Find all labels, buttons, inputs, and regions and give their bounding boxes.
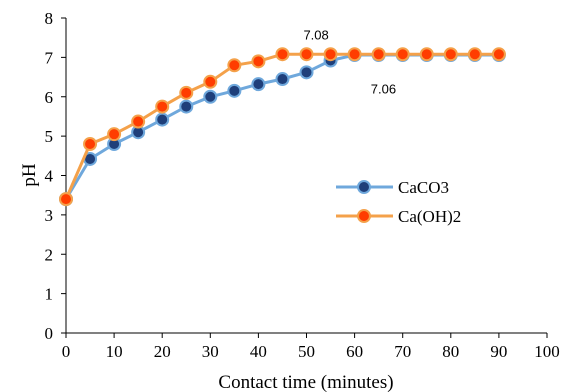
y-tick-label: 0 (45, 324, 54, 343)
data-point-ca-oh-2 (251, 54, 266, 69)
data-point-caco3 (227, 83, 242, 98)
data-point-ca-oh-2 (467, 47, 482, 62)
y-tick-label: 6 (45, 88, 54, 107)
data-point-ca-oh-2 (227, 58, 242, 73)
data-point-ca-oh-2 (299, 47, 314, 62)
y-tick-label: 3 (45, 206, 54, 225)
y-axis-title: pH (19, 163, 40, 187)
data-point-caco3 (251, 77, 266, 92)
legend-label-ca-oh-2: Ca(OH)2 (398, 207, 461, 226)
x-tick-label: 70 (394, 342, 411, 361)
data-point-caco3 (299, 65, 314, 80)
annotation-layer: 7.08 7.06 (303, 28, 396, 97)
data-point-ca-oh-2 (395, 47, 410, 62)
x-tick-label: 20 (154, 342, 171, 361)
data-point-ca-oh-2 (107, 127, 122, 142)
y-tick-label: 1 (45, 285, 54, 304)
x-tick-label: 0 (62, 342, 71, 361)
legend-marker-ca-oh-2 (357, 209, 371, 223)
x-tick-label: 10 (106, 342, 123, 361)
data-point-ca-oh-2 (419, 47, 434, 62)
y-tick-label: 5 (45, 127, 54, 146)
x-tick-label: 40 (250, 342, 267, 361)
data-annotation: 7.08 (303, 28, 328, 43)
data-point-ca-oh-2 (83, 137, 98, 151)
series-ca-oh-2 (59, 47, 506, 207)
y-tick-label: 4 (45, 167, 54, 186)
data-point-caco3 (179, 99, 194, 114)
data-point-ca-oh-2 (131, 114, 146, 129)
series-layer (59, 47, 506, 207)
legend: CaCO3 Ca(OH)2 (336, 178, 461, 226)
x-tick-label: 50 (298, 342, 315, 361)
y-tick-label: 7 (45, 48, 54, 67)
data-point-caco3 (155, 112, 170, 127)
data-point-ca-oh-2 (443, 47, 458, 62)
x-tick-label: 100 (534, 342, 560, 361)
y-tick-label: 2 (45, 245, 54, 264)
data-point-ca-oh-2 (59, 192, 73, 207)
legend-marker-caco3 (357, 180, 371, 194)
data-point-ca-oh-2 (491, 47, 506, 62)
data-annotation: 7.06 (371, 82, 396, 97)
data-point-ca-oh-2 (323, 47, 338, 62)
x-tick-label: 90 (490, 342, 507, 361)
data-point-ca-oh-2 (347, 47, 362, 62)
y-tick-label: 8 (45, 9, 54, 28)
data-point-ca-oh-2 (203, 74, 218, 89)
x-tick-label: 60 (346, 342, 363, 361)
x-tick-label: 80 (442, 342, 459, 361)
legend-label-caco3: CaCO3 (398, 178, 449, 197)
data-point-caco3 (203, 89, 218, 104)
data-point-ca-oh-2 (371, 47, 386, 62)
data-point-ca-oh-2 (275, 47, 290, 62)
x-tick-label: 30 (202, 342, 219, 361)
data-point-ca-oh-2 (179, 85, 194, 100)
data-point-ca-oh-2 (155, 99, 170, 114)
data-point-caco3 (275, 72, 290, 87)
x-axis-title: Contact time (minutes) (218, 372, 393, 392)
